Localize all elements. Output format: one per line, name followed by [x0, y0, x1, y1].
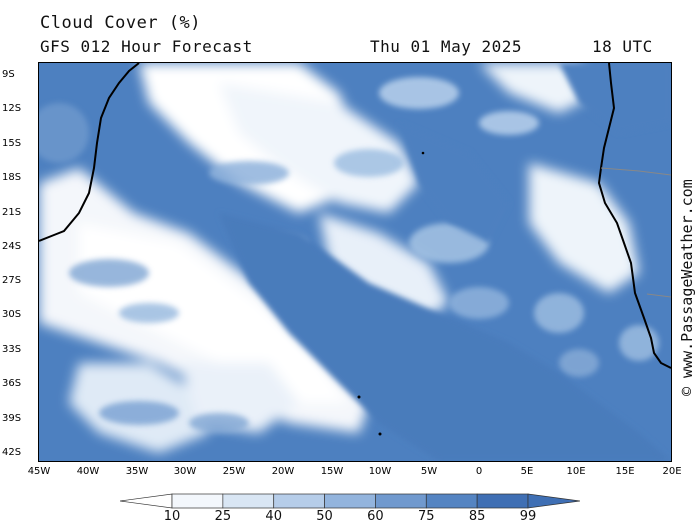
- lon-label: 20E: [662, 466, 682, 477]
- lon-label: 45W: [27, 466, 51, 477]
- lat-label: 42S: [2, 447, 22, 458]
- colorbar-cell: [476, 493, 529, 509]
- lon-label: 10W: [368, 466, 392, 477]
- lat-label: 24S: [2, 241, 22, 252]
- lon-label: 5W: [420, 466, 438, 477]
- lat-label: 21S: [2, 207, 22, 218]
- island-tristan: [357, 395, 361, 399]
- cloud-cover-map: [29, 62, 672, 462]
- colorbar-label: 25: [214, 509, 232, 524]
- colorbar-left-arrow: [119, 493, 173, 509]
- lon-label: 35W: [125, 466, 149, 477]
- colorbar-cell: [273, 493, 325, 509]
- lon-label: 20W: [271, 466, 295, 477]
- lat-label: 33S: [2, 344, 22, 355]
- island-gough: [378, 432, 382, 436]
- colorbar-right-arrow: [527, 493, 581, 509]
- lat-label: 36S: [2, 378, 22, 389]
- colorbar-cell: [171, 493, 224, 509]
- watermark-text: © www.PassageWeather.com: [678, 179, 696, 396]
- lon-label: 25W: [222, 466, 246, 477]
- lat-label: 9S: [2, 69, 15, 80]
- forecast-time: 18 UTC: [592, 37, 653, 56]
- overcast-band: [219, 63, 671, 461]
- colorbar-label: 50: [316, 509, 333, 524]
- lon-label: 5E: [520, 466, 534, 477]
- map-canvas: [29, 62, 672, 461]
- lon-label: 15W: [320, 466, 344, 477]
- colorbar-label: 10: [163, 509, 181, 524]
- lat-label: 12S: [2, 103, 22, 114]
- colorbar-label: 40: [265, 509, 282, 524]
- lon-label: 10E: [566, 466, 586, 477]
- border-line-south: [646, 293, 672, 298]
- site-watermark: © www.PassageWeather.com: [676, 62, 698, 402]
- forecast-label: GFS 012 Hour Forecast: [40, 37, 253, 56]
- coastline-south-america: [38, 62, 140, 242]
- lon-label: 15E: [615, 466, 635, 477]
- colorbar-cell: [425, 493, 478, 509]
- lon-label: 40W: [76, 466, 100, 477]
- island-st-helena: [421, 151, 425, 155]
- lat-label: 39S: [2, 413, 22, 424]
- lat-label: 27S: [2, 275, 22, 286]
- colorbar-label: 99: [519, 509, 537, 524]
- colorbar-cell: [375, 493, 427, 509]
- lat-label: 18S: [2, 172, 22, 183]
- colorbar-label: 85: [468, 509, 486, 524]
- colorbar-cell: [324, 493, 376, 509]
- colorbar-label: 75: [418, 509, 435, 524]
- lon-label: 30W: [173, 466, 197, 477]
- chart-title: Cloud Cover (%): [40, 13, 202, 33]
- lat-label: 15S: [2, 138, 22, 149]
- coastline-africa: [597, 62, 672, 369]
- forecast-date: Thu 01 May 2025: [370, 37, 522, 56]
- colorbar-cell: [222, 493, 275, 509]
- colorbar: [119, 493, 581, 509]
- border-line: [600, 167, 672, 176]
- lon-label: 0: [475, 466, 483, 477]
- lat-label: 30S: [2, 309, 22, 320]
- colorbar-label: 60: [367, 509, 384, 524]
